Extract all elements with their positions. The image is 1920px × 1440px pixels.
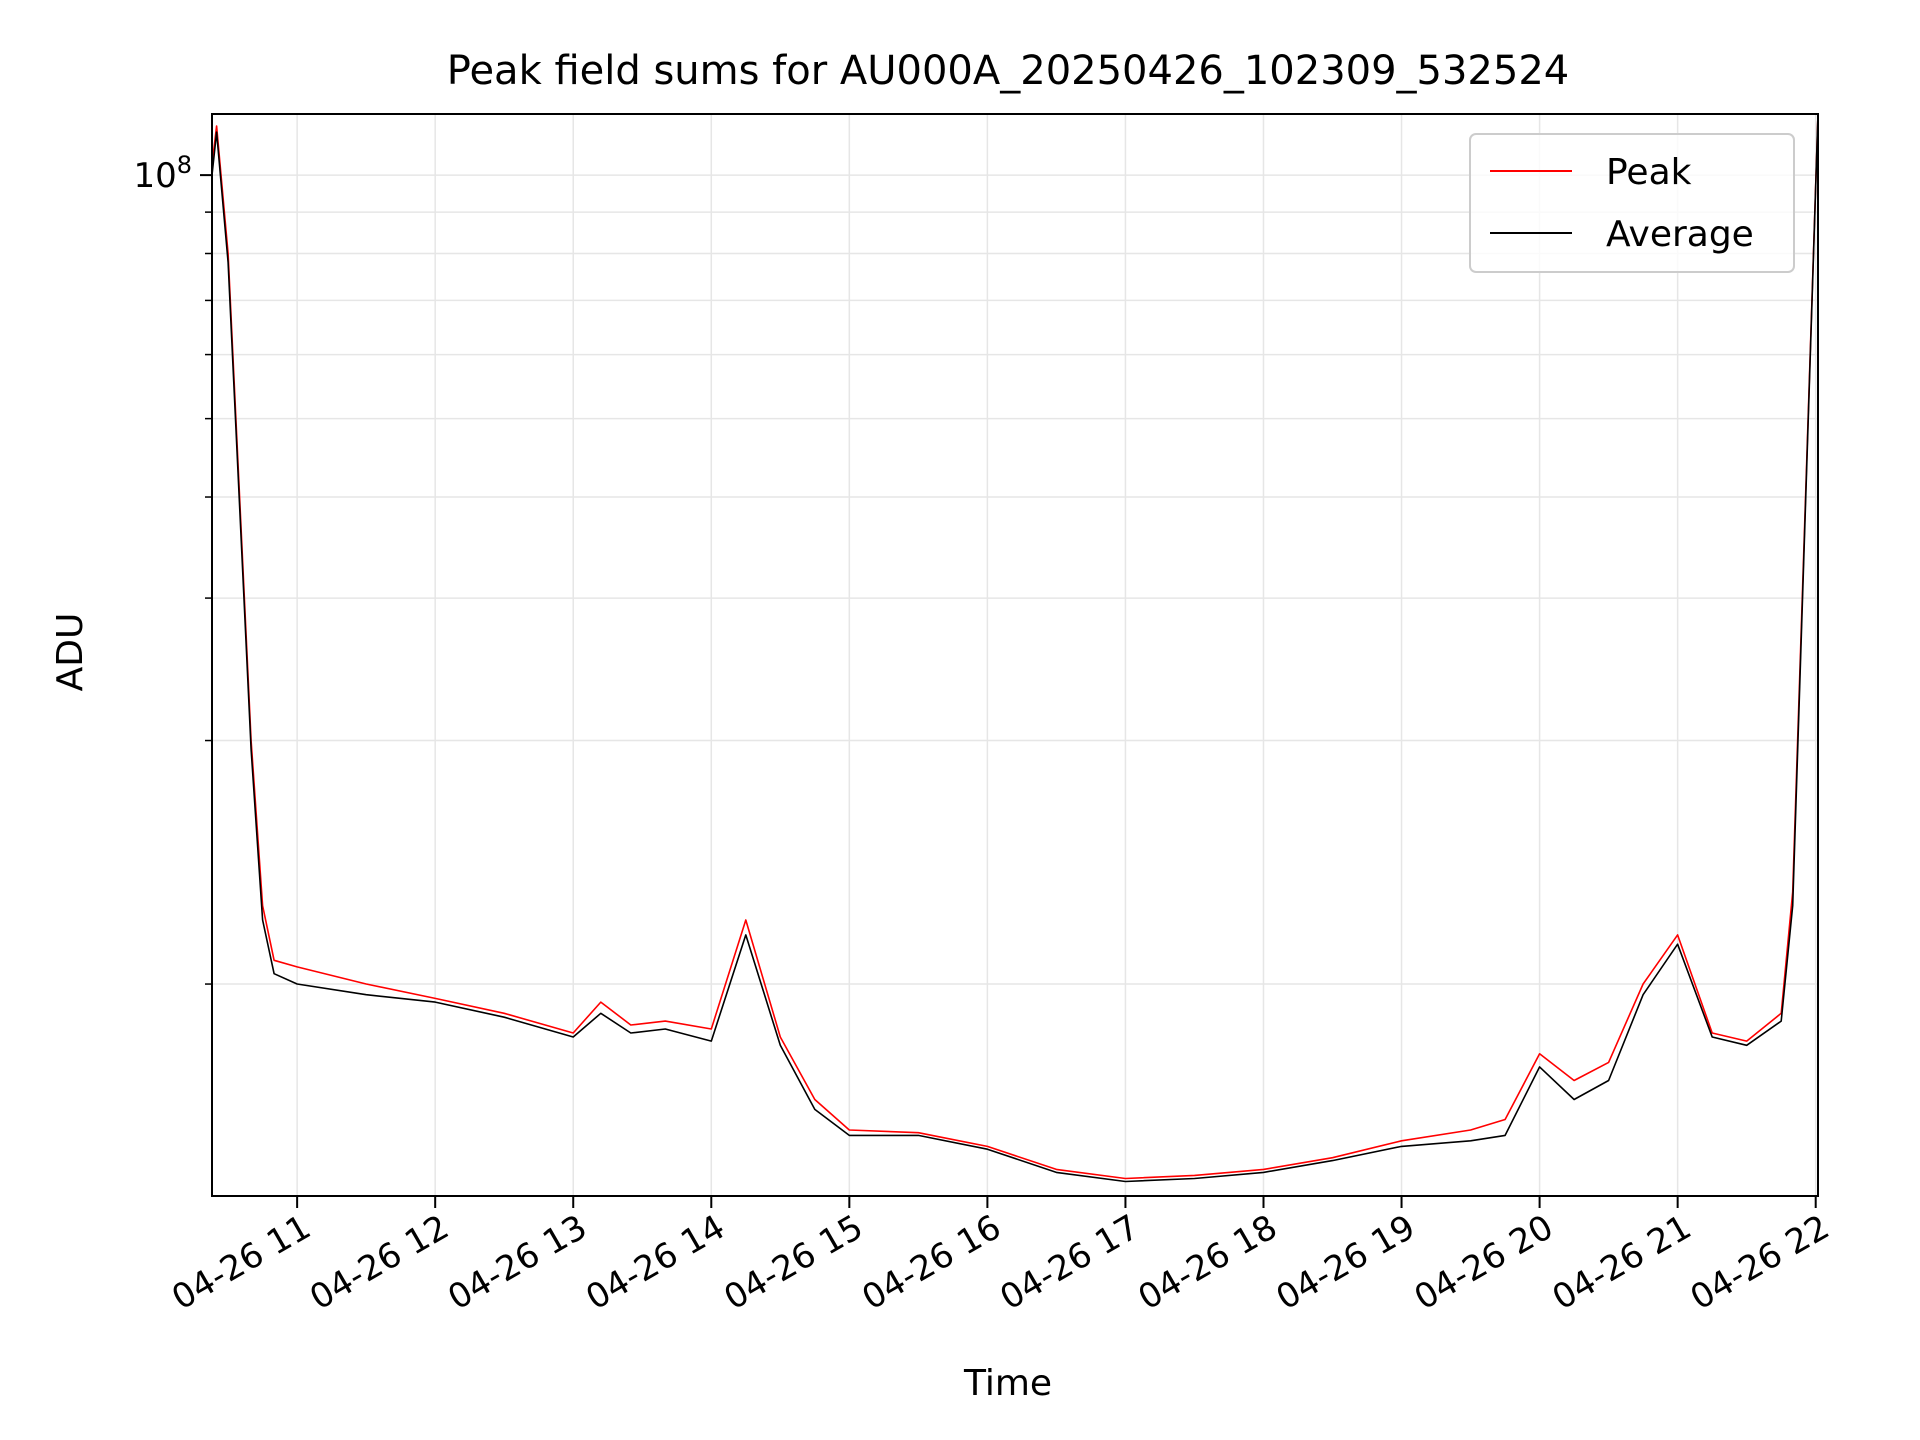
y-axis-label: ADU <box>50 613 91 692</box>
legend-box <box>1469 133 1795 273</box>
series-line-peak <box>211 113 1819 1180</box>
legend-label-average: Average <box>1606 214 1754 255</box>
plot-frame <box>211 113 1819 1197</box>
legend-label-peak: Peak <box>1606 152 1692 193</box>
chart-title: Peak field sums for AU000A_20250426_1023… <box>447 48 1569 94</box>
plot-lines <box>211 113 1819 1183</box>
x-axis-label: Time <box>963 1363 1052 1404</box>
series-line-average <box>211 113 1819 1183</box>
legend: Peak Average <box>1469 133 1795 273</box>
